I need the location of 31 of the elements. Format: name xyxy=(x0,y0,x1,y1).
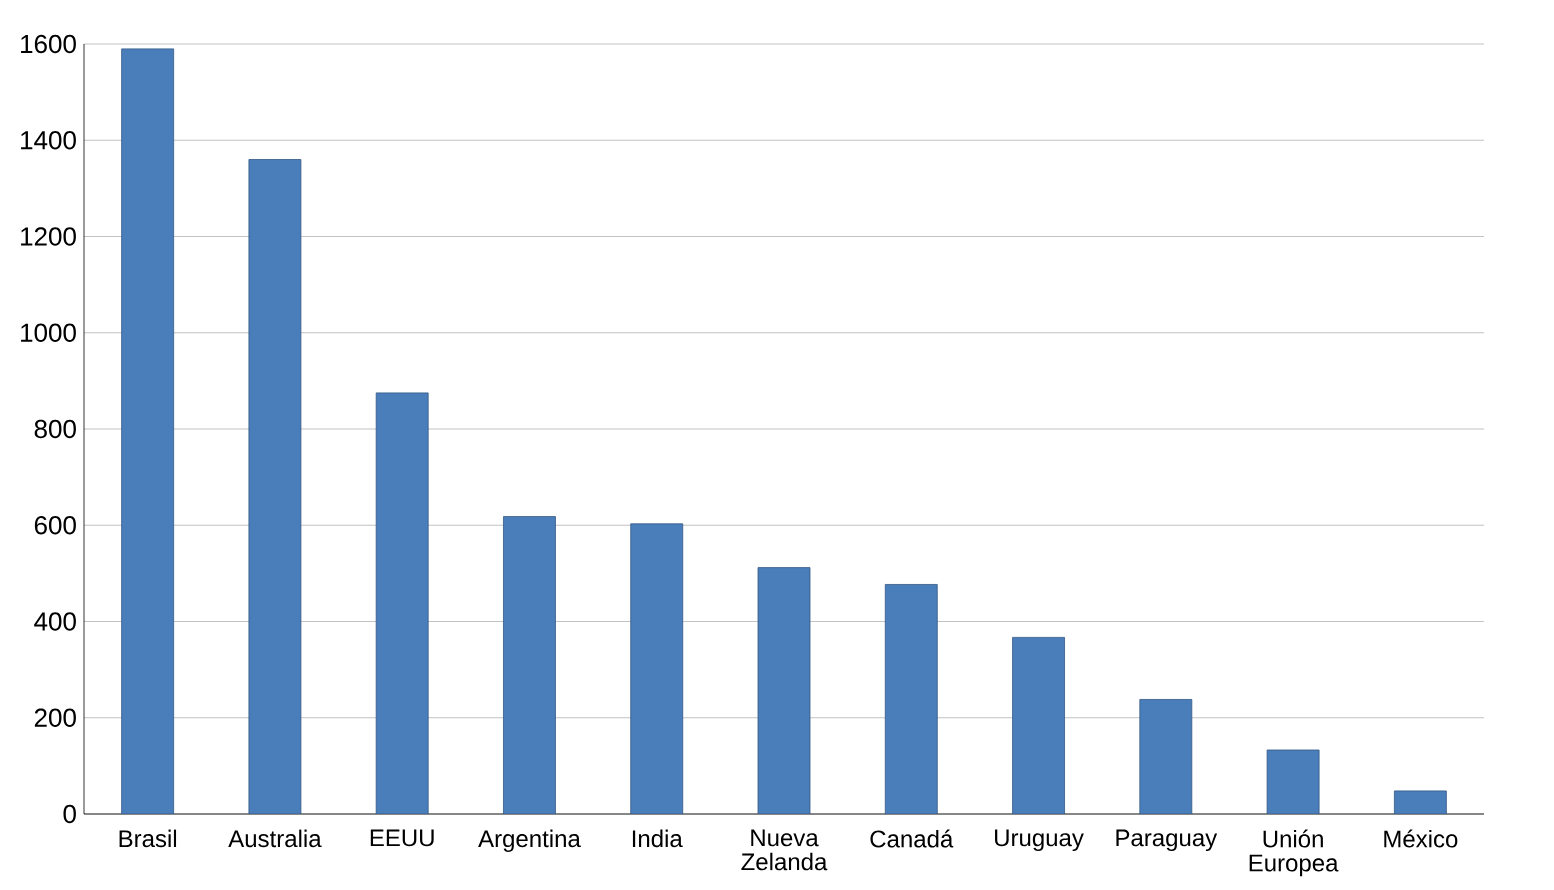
bar xyxy=(248,159,302,815)
x-tick-label: Paraguay xyxy=(1116,829,1218,852)
y-tick-label: 600 xyxy=(34,516,76,535)
y-tick-label: 0 xyxy=(63,804,76,824)
bar xyxy=(1393,790,1447,815)
bar xyxy=(121,48,175,815)
bar xyxy=(884,584,938,815)
x-tick-label: EEUU xyxy=(370,829,434,847)
y-tick-label: 1400 xyxy=(21,131,76,150)
bar xyxy=(1139,699,1193,815)
x-tick-label: Canadá xyxy=(870,829,954,848)
bar xyxy=(1012,636,1065,815)
x-tick-label: Brasil xyxy=(119,829,177,848)
y-tick-label: 400 xyxy=(34,612,76,631)
y-tick-label: 1200 xyxy=(21,227,76,246)
y-tick-label: 800 xyxy=(34,419,76,439)
bar xyxy=(630,523,684,815)
x-tick-label: México xyxy=(1384,829,1458,848)
bar xyxy=(1266,749,1320,815)
y-tick-label: 1600 xyxy=(21,34,76,54)
x-tick-label: Argentina xyxy=(478,829,581,852)
x-tick-label: Nueva Zelanda xyxy=(741,829,828,871)
x-tick-label: Uruguay xyxy=(995,829,1084,852)
bar xyxy=(757,567,811,815)
y-tick-label: 1000 xyxy=(21,323,76,342)
bar xyxy=(503,516,556,815)
x-tick-label: Australia xyxy=(228,829,322,848)
x-tick-label: Unión Europea xyxy=(1249,829,1339,877)
y-tick-label: 200 xyxy=(34,708,76,727)
x-tick-label: India xyxy=(632,829,683,848)
bar xyxy=(375,392,429,815)
